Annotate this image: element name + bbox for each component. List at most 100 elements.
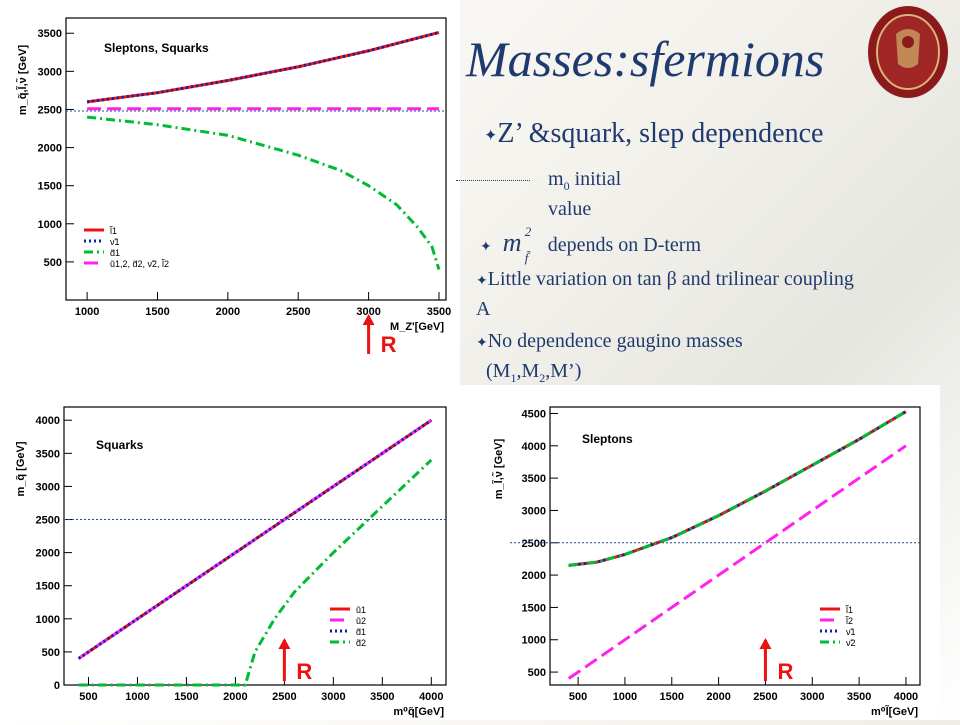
bullet-tanbeta-a: A <box>476 298 491 320</box>
legend-label: l̃1 <box>109 225 117 236</box>
bullet-tanbeta: ✦Little variation on tan β and trilinear… <box>476 268 854 290</box>
x-tick-label: 1500 <box>174 691 198 703</box>
series-line <box>568 410 907 567</box>
plot-frame <box>65 17 447 301</box>
marker-r-label: R <box>296 659 312 684</box>
x-tick-label: 2000 <box>706 691 730 703</box>
y-axis-label: m_q̃ [GeV] <box>15 441 27 496</box>
y-tick-label: 3000 <box>36 481 60 493</box>
x-axis-label: m⁰q̃[GeV] <box>393 706 444 718</box>
x-tick-label: 2500 <box>272 691 296 703</box>
y-tick-label: 4500 <box>522 408 546 420</box>
m2-symbol: m 2 f̃ <box>502 224 532 265</box>
note-m0-initial: m0 initial <box>548 168 622 193</box>
y-axis-label: m_l̃,ν̃ [GeV] <box>492 438 505 499</box>
x-tick-label: 1000 <box>75 306 99 318</box>
y-tick-label: 3000 <box>38 66 62 78</box>
y-tick-label: 2500 <box>522 538 546 550</box>
y-tick-label: 500 <box>44 257 62 269</box>
x-tick-label: 1500 <box>145 306 169 318</box>
series-line <box>86 31 440 104</box>
note-leader-line <box>456 180 530 181</box>
y-tick-label: 4000 <box>522 441 546 453</box>
series-line <box>78 458 433 687</box>
x-tick-label: 4000 <box>894 691 918 703</box>
x-tick-label: 3500 <box>370 691 394 703</box>
x-tick-label: 3000 <box>321 691 345 703</box>
x-tick-label: 3500 <box>847 691 871 703</box>
x-tick-label: 1000 <box>613 691 637 703</box>
bullet-gaugino: ✦No dependence gaugino masses <box>476 330 743 352</box>
x-tick-label: 1000 <box>125 691 149 703</box>
legend-label: ν̃1 <box>846 627 856 637</box>
y-tick-label: 1000 <box>36 614 60 626</box>
legend-label: d̃1 <box>356 627 366 637</box>
y-tick-label: 2000 <box>38 143 62 155</box>
legend-label: d̃1 <box>110 248 120 258</box>
y-tick-label: 1500 <box>36 581 60 593</box>
x-axis-label: m⁰l̃[GeV] <box>871 705 918 718</box>
x-tick-label: 3000 <box>800 691 824 703</box>
y-tick-label: 500 <box>42 647 60 659</box>
y-tick-label: 1000 <box>38 219 62 231</box>
chart-panel-mz: 1000 1500 2000 2500 3000 3500 500 1000 1500 2000 2… <box>0 0 460 385</box>
marker-arrowhead <box>278 638 291 649</box>
x-tick-label: 2000 <box>223 691 247 703</box>
legend-label: l̃1 <box>845 604 853 615</box>
series-line <box>86 115 441 270</box>
series-line <box>77 418 433 660</box>
y-tick-label: 3500 <box>522 473 546 485</box>
y-axis-label: m_q̃,l̃,ν̃ [GeV] <box>16 45 29 116</box>
legend-label: ν̃1 <box>110 237 120 247</box>
chart-mz-svg: 1000 1500 2000 2500 3000 3500 500 1000 1500 2000 2… <box>16 17 451 357</box>
marker-arrowhead <box>759 638 772 649</box>
university-seal <box>866 4 950 100</box>
x-axis-label: M_Z'[GeV] <box>390 321 444 333</box>
marker-r-label: R <box>381 332 397 357</box>
y-tick-label: 2000 <box>36 548 60 560</box>
y-tick-label: 3500 <box>38 28 62 40</box>
y-tick-label: 2500 <box>38 104 62 116</box>
x-tick-label: 2500 <box>286 306 310 318</box>
chart-title: Sleptons, Squarks <box>104 41 209 55</box>
chart-sleptons-svg: 500 1000 1500 2000 2500 3000 3500 4000 500 1000 15… <box>492 406 921 718</box>
marker-arrowhead <box>362 314 375 325</box>
legend-label: ν̃2 <box>846 638 856 648</box>
y-tick-label: 3500 <box>36 448 60 460</box>
x-tick-label: 1500 <box>660 691 684 703</box>
chart-title: Squarks <box>96 438 144 452</box>
plot-frame <box>549 406 921 686</box>
x-tick-label: 2000 <box>216 306 240 318</box>
bullet-gaugino-masses: (M1,M2,M’) <box>486 360 582 385</box>
chart-panel-squarks: 500 1000 1500 2000 2500 3000 3500 4000 0 500 1000 1… <box>0 385 480 720</box>
chart-title: Sleptons <box>582 432 633 446</box>
chart-panel-sleptons: 500 1000 1500 2000 2500 3000 3500 4000 500 1000 15… <box>480 385 940 720</box>
y-tick-label: 2000 <box>522 570 546 582</box>
marker-r-label: R <box>777 659 793 684</box>
y-tick-label: 1000 <box>522 635 546 647</box>
slide-title: Masses:sfermions <box>466 31 825 87</box>
y-tick-label: 1500 <box>522 602 546 614</box>
legend-label: d̃2 <box>356 638 366 648</box>
bullet-dterm: ✦ m 2 f̃ depends on D-term <box>480 224 702 265</box>
legend-label: ũ1,2, d̃2, ν̃2, l̃2 <box>110 258 169 269</box>
y-tick-label: 0 <box>54 680 60 692</box>
x-tick-label: 3000 <box>356 306 380 318</box>
y-tick-label: 1500 <box>38 181 62 193</box>
x-tick-label: 3500 <box>427 306 451 318</box>
y-tick-label: 500 <box>528 667 546 679</box>
x-tick-label: 500 <box>79 691 97 703</box>
legend-label: ũ2 <box>356 616 366 626</box>
note-value: value <box>548 198 592 220</box>
chart-squarks-svg: 500 1000 1500 2000 2500 3000 3500 4000 0 500 1000 1… <box>15 406 447 718</box>
legend-label: l̃2 <box>845 615 853 626</box>
legend-label: ũ1 <box>356 605 366 615</box>
y-tick-label: 3000 <box>522 505 546 517</box>
series-line <box>568 410 907 567</box>
x-tick-label: 500 <box>569 691 587 703</box>
y-tick-label: 2500 <box>36 515 60 527</box>
x-tick-label: 4000 <box>419 691 443 703</box>
x-tick-label: 2500 <box>753 691 777 703</box>
bullet-zprime: ✦Z’ &squark, slep dependence <box>484 118 824 149</box>
y-tick-label: 4000 <box>36 415 60 427</box>
